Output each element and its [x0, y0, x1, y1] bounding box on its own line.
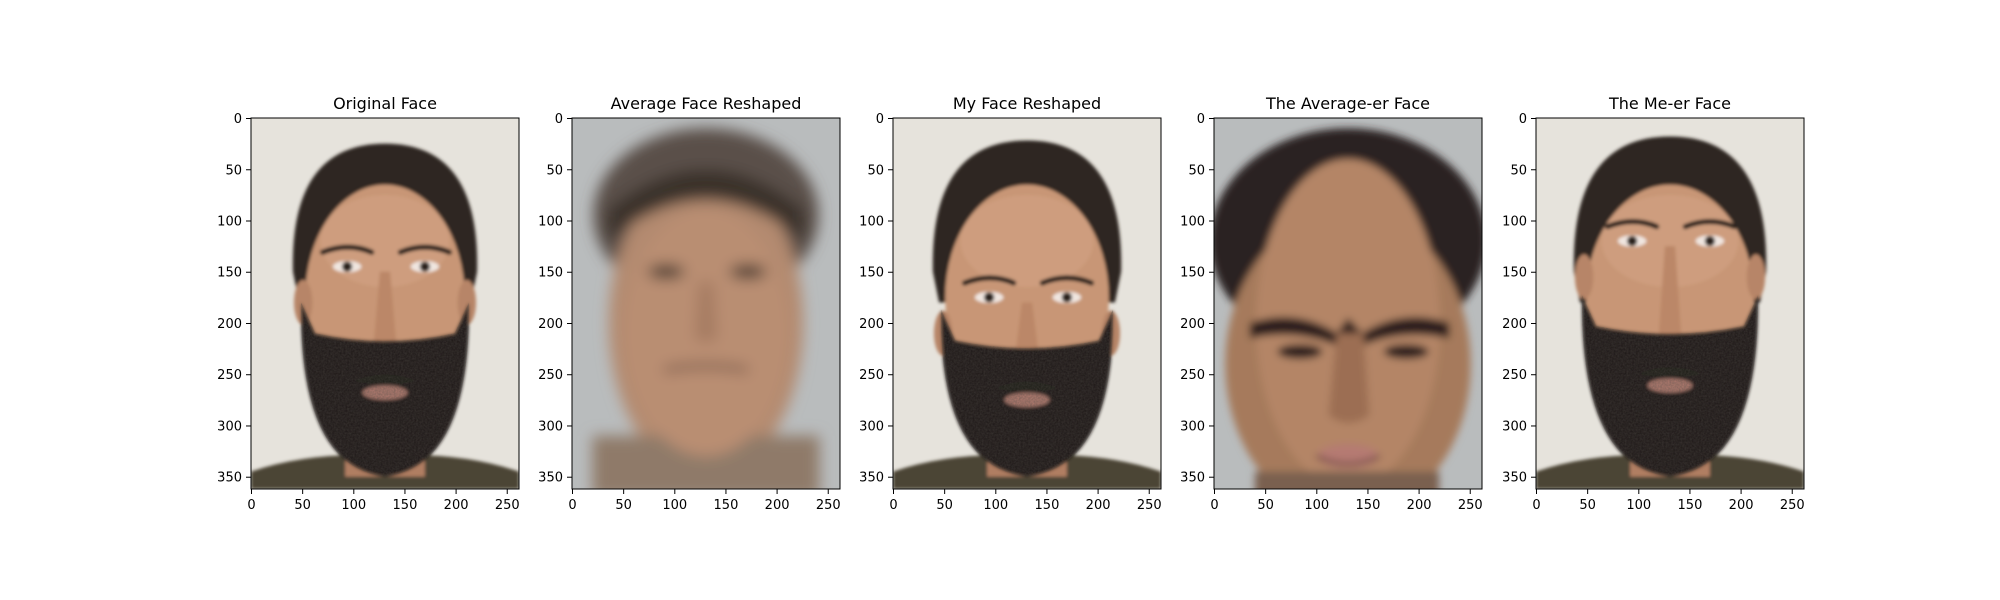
- y-tick-label: 50: [225, 163, 242, 178]
- y-tick-label: 50: [1510, 163, 1527, 178]
- y-tick-label: 300: [1502, 419, 1527, 434]
- x-tick-label: 0: [889, 498, 897, 513]
- x-tick-label: 0: [1532, 498, 1540, 513]
- beard-texture: [941, 309, 1113, 477]
- beard-texture: [1581, 295, 1759, 477]
- average-face: [592, 128, 820, 490]
- y-tick-label: 100: [1502, 214, 1527, 229]
- y-tick-label: 0: [1197, 112, 1205, 127]
- y-tick-label: 150: [217, 266, 242, 281]
- y-tick-label: 350: [859, 471, 884, 486]
- x-tick-label: 250: [1458, 498, 1483, 513]
- y-tick-label: 100: [1180, 214, 1205, 229]
- axes-frame: [1535, 117, 1805, 490]
- x-tick-label: 100: [1304, 498, 1329, 513]
- y-tick-label: 0: [555, 112, 563, 127]
- y-tick-label: 200: [538, 317, 563, 332]
- x-tick-label: 250: [1780, 498, 1805, 513]
- y-tick-label: 300: [538, 419, 563, 434]
- face-image: [1214, 118, 1483, 490]
- y-tick-label: 300: [859, 419, 884, 434]
- y-tick-label: 50: [1188, 163, 1205, 178]
- face-image: [572, 118, 840, 490]
- y-tick-label: 150: [1502, 266, 1527, 281]
- y-tick-label: 350: [1502, 471, 1527, 486]
- beard-texture: [301, 302, 469, 477]
- panel-title: Average Face Reshaped: [611, 94, 802, 113]
- y-tick-label: 0: [234, 112, 242, 127]
- y-tick-label: 150: [538, 266, 563, 281]
- panel-title: The Me-er Face: [1608, 94, 1731, 113]
- y-tick-label: 0: [876, 112, 884, 127]
- y-tick-label: 100: [217, 214, 242, 229]
- y-tick-label: 250: [1502, 368, 1527, 383]
- panel-title: Original Face: [333, 94, 437, 113]
- axes-frame: [250, 117, 520, 490]
- panel-title: My Face Reshaped: [953, 94, 1101, 113]
- x-tick-label: 50: [1579, 498, 1596, 513]
- face-image: [1536, 118, 1805, 490]
- x-tick-label: 100: [662, 498, 687, 513]
- x-tick-label: 200: [1729, 498, 1754, 513]
- panel-average: Average Face Reshaped 0 50 100 150 200 250 0 50 1…: [538, 94, 840, 513]
- x-tick-label: 200: [765, 498, 790, 513]
- x-tick-label: 50: [1257, 498, 1274, 513]
- average-er-face: [1214, 128, 1483, 490]
- x-tick-label: 50: [615, 498, 632, 513]
- x-tick-label: 150: [714, 498, 739, 513]
- y-tick-label: 300: [217, 419, 242, 434]
- y-tick-label: 350: [538, 471, 563, 486]
- y-tick-label: 100: [538, 214, 563, 229]
- axes-frame: [571, 117, 841, 490]
- y-tick-label: 200: [1180, 317, 1205, 332]
- x-tick-label: 150: [393, 498, 418, 513]
- panel-title: The Average-er Face: [1265, 94, 1430, 113]
- x-tick-label: 150: [1678, 498, 1703, 513]
- axes-frame: [892, 117, 1162, 490]
- x-tick-label: 200: [1407, 498, 1432, 513]
- y-tick-label: 250: [217, 368, 242, 383]
- y-tick-label: 350: [1180, 471, 1205, 486]
- y-tick-label: 250: [859, 368, 884, 383]
- y-tick-label: 0: [1519, 112, 1527, 127]
- x-tick-label: 50: [936, 498, 953, 513]
- x-tick-label: 0: [1210, 498, 1218, 513]
- y-tick-label: 350: [217, 471, 242, 486]
- x-tick-label: 50: [294, 498, 311, 513]
- y-tick-label: 200: [859, 317, 884, 332]
- y-tick-label: 150: [1180, 266, 1205, 281]
- x-tick-label: 150: [1356, 498, 1381, 513]
- x-tick-label: 200: [444, 498, 469, 513]
- y-tick-label: 200: [1502, 317, 1527, 332]
- y-tick-label: 50: [867, 163, 884, 178]
- x-tick-label: 250: [816, 498, 841, 513]
- y-tick-label: 300: [1180, 419, 1205, 434]
- x-tick-label: 0: [247, 498, 255, 513]
- x-tick-label: 0: [568, 498, 576, 513]
- x-tick-label: 100: [1626, 498, 1651, 513]
- panel-average-er: The Average-er Face 0 50 100 150 200 250 0 50 100…: [1180, 94, 1483, 513]
- face-image: [893, 118, 1162, 490]
- y-tick-label: 50: [546, 163, 563, 178]
- y-tick-label: 250: [538, 368, 563, 383]
- y-tick-label: 200: [217, 317, 242, 332]
- x-tick-label: 150: [1035, 498, 1060, 513]
- x-tick-label: 100: [341, 498, 366, 513]
- y-tick-label: 250: [1180, 368, 1205, 383]
- y-tick-label: 150: [859, 266, 884, 281]
- axes-frame: [1213, 117, 1483, 490]
- x-tick-label: 250: [495, 498, 520, 513]
- face-image: [251, 118, 520, 490]
- panel-reshaped: My Face Reshaped 0 50 100 150 200 250 0 50 100 150…: [859, 94, 1161, 513]
- panel-original: Original Face 0 50 100 150 200 250 0 50 100 150 200…: [217, 94, 519, 513]
- y-tick-label: 100: [859, 214, 884, 229]
- x-tick-label: 200: [1086, 498, 1111, 513]
- x-tick-label: 250: [1137, 498, 1162, 513]
- panel-me-er: The Me-er Face 0 50 100 150 200 250 0 50 100 150 20…: [1502, 94, 1804, 513]
- x-tick-label: 100: [983, 498, 1008, 513]
